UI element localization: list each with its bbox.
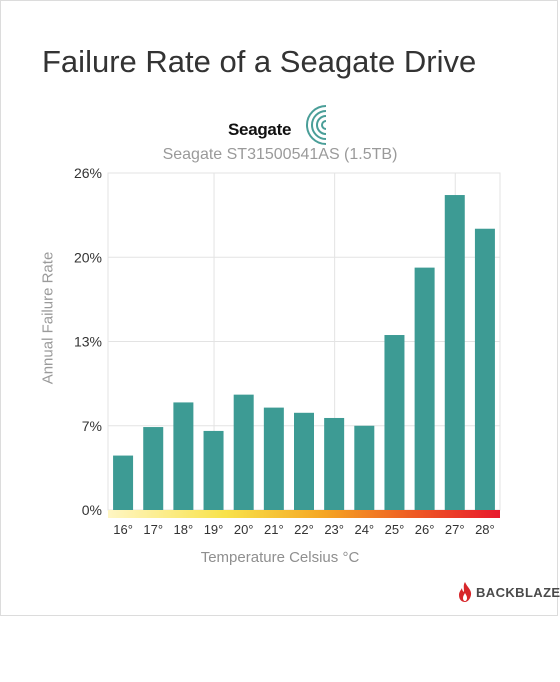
bar: [414, 267, 435, 510]
bar: [384, 335, 405, 510]
bar: [143, 427, 164, 510]
x-tick-label: 23°: [324, 522, 344, 537]
seagate-logo-icon: [306, 105, 327, 145]
x-tick-label: 25°: [385, 522, 405, 537]
chart-title: Failure Rate of a Seagate Drive: [42, 44, 477, 79]
chart-subtitle: Seagate ST31500541AS (1.5TB): [162, 146, 398, 163]
x-tick-label: 16°: [113, 522, 133, 537]
bar: [203, 430, 224, 510]
x-tick-label: 24°: [354, 522, 374, 537]
y-tick-label: 26%: [74, 165, 102, 181]
x-tick-label: 28°: [475, 522, 495, 537]
x-tick-label: 18°: [174, 522, 194, 537]
bar: [113, 455, 134, 510]
flame-icon: [459, 582, 472, 602]
bar: [354, 425, 375, 510]
bar: [444, 195, 465, 511]
x-tick-label: 21°: [264, 522, 284, 537]
x-tick-label: 26°: [415, 522, 435, 537]
y-tick-label: 0%: [82, 502, 102, 518]
bar: [263, 407, 284, 510]
bar: [294, 412, 314, 510]
bars-group: [113, 195, 495, 511]
x-tick-label: 27°: [445, 522, 465, 537]
bar: [173, 402, 194, 510]
bar-chart: 0% 7% 13% 20% 26% 16° 17° 18° 19° 20° 21° 22° 23° 24…: [74, 165, 501, 537]
x-tick-labels: 16° 17° 18° 19° 20° 21° 22° 23° 24° 25° 26° 27° 28°: [113, 522, 495, 537]
bar: [324, 417, 345, 510]
bar: [474, 228, 495, 510]
bar: [233, 394, 254, 510]
backblaze-logo: BACKBLAZE: [458, 582, 560, 602]
x-tick-label: 22°: [294, 522, 314, 537]
x-tick-label: 20°: [234, 522, 254, 537]
x-tick-label: 17°: [143, 522, 163, 537]
y-tick-label: 20%: [74, 249, 102, 265]
x-axis-label: Temperature Celsius °C: [200, 549, 360, 566]
y-tick-label: 13%: [74, 334, 102, 350]
temperature-gradient-bar: [108, 510, 500, 518]
backblaze-wordmark: BACKBLAZE: [476, 584, 560, 600]
y-axis-label: Annual Failure Rate: [39, 251, 57, 385]
y-tick-label: 7%: [82, 418, 102, 434]
x-tick-label: 19°: [204, 522, 224, 537]
seagate-wordmark: Seagate: [228, 120, 292, 139]
y-tick-labels: 0% 7% 13% 20% 26%: [74, 165, 102, 518]
